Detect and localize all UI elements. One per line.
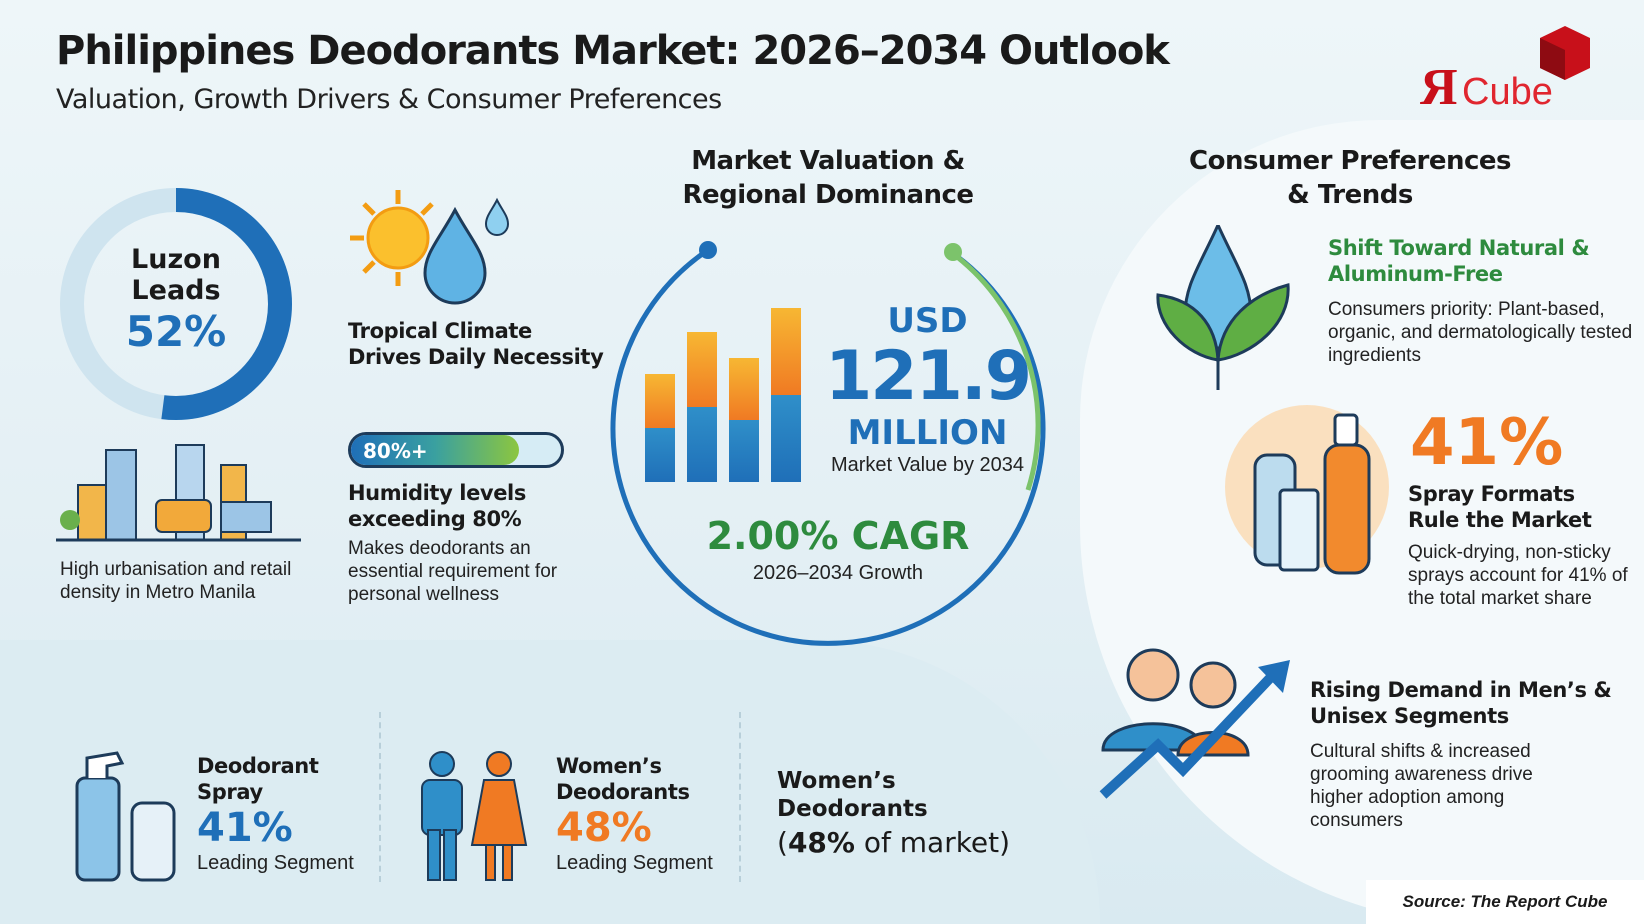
leaf-drop-icon xyxy=(1156,221,1296,390)
cagr-value: 2.00% CAGR xyxy=(706,514,970,558)
spray-bottle-icon xyxy=(72,748,182,882)
luzon-line1: Luzon xyxy=(131,244,221,275)
preferences-title-line1: Consumer Preferences xyxy=(1189,146,1511,176)
bar-chart-icon xyxy=(645,308,805,482)
preferences-title-line2: & Trends xyxy=(1287,180,1413,210)
spray-share-value: 41% xyxy=(1410,406,1564,480)
humidity-badge: 80%+ xyxy=(363,439,428,463)
source-box: Source: The Report Cube xyxy=(1366,880,1644,924)
valuation-value: 121.9 xyxy=(824,337,1032,416)
city-illustration-icon xyxy=(56,430,301,548)
page-title: Philippines Deodorants Market: 2026–2034… xyxy=(56,28,1170,74)
urbanisation-caption: High urbanisation and retail density in … xyxy=(60,559,292,603)
svg-text:Я: Я xyxy=(1420,59,1458,116)
men-desc: Cultural shifts & increased grooming awa… xyxy=(1310,741,1533,831)
valuation-unit: MILLION xyxy=(847,413,1008,453)
logo-cube-icon: Я Cube xyxy=(1420,26,1590,116)
climate-title: Tropical Climate Drives Daily Necessity xyxy=(348,319,604,369)
divider xyxy=(379,712,381,882)
people-growth-icon xyxy=(1098,645,1293,800)
svg-text:Cube: Cube xyxy=(1462,71,1553,113)
source-text: Source: The Report Cube xyxy=(1402,892,1608,911)
logo: Я Cube xyxy=(1420,26,1595,126)
segment-spray-value: 41% xyxy=(197,805,293,851)
sun-raindrop-icon xyxy=(350,188,515,306)
segment-women-value: 48% xyxy=(556,805,652,851)
preferences-title: Consumer Preferences & Trends xyxy=(1150,144,1550,212)
spray-products-icon xyxy=(1225,405,1400,575)
luzon-line2: Leads xyxy=(131,275,221,306)
natural-desc: Consumers priority: Plant-based, organic… xyxy=(1328,299,1633,366)
valuation-title-line1: Market Valuation & xyxy=(691,146,965,176)
luzon-value: 52% xyxy=(125,307,227,356)
men-title: Rising Demand in Men’s & Unisex Segments xyxy=(1310,678,1612,728)
humidity-title: Humidity levels exceeding 80% xyxy=(348,481,526,531)
humidity-bar: 80%+ xyxy=(348,432,564,468)
women-note-suffix: of market xyxy=(854,826,1000,859)
valuation-title-line2: Regional Dominance xyxy=(682,180,974,210)
women-note-title: Women’s Deodorants xyxy=(777,768,928,822)
luzon-donut: Luzon Leads 52% xyxy=(56,184,296,424)
man-woman-icon xyxy=(414,750,529,882)
valuation-circle xyxy=(608,230,1048,660)
segment-spray-caption: Leading Segment xyxy=(197,852,354,874)
valuation-currency: USD xyxy=(887,301,968,341)
women-note-share-value: 48% xyxy=(787,826,855,859)
spray-desc: Quick-drying, non-sticky sprays account … xyxy=(1408,542,1628,609)
segment-spray-title: Deodorant Spray xyxy=(197,754,319,804)
segment-women-title: Women’s Deodorants xyxy=(556,754,690,804)
valuation-title: Market Valuation & Regional Dominance xyxy=(628,144,1028,212)
divider xyxy=(739,712,741,882)
page-subtitle: Valuation, Growth Drivers & Consumer Pre… xyxy=(56,84,722,115)
natural-title: Shift Toward Natural & Aluminum-Free xyxy=(1328,236,1590,286)
bg-blob xyxy=(0,640,1100,924)
humidity-desc: Makes deodorants an essential requiremen… xyxy=(348,538,558,605)
valuation-caption: Market Value by 2034 xyxy=(830,454,1025,476)
women-note-share: (48% of market) xyxy=(777,826,1011,859)
cagr-caption: 2026–2034 Growth xyxy=(752,562,924,584)
segment-women-caption: Leading Segment xyxy=(556,852,713,874)
spray-title: Spray Formats Rule the Market xyxy=(1408,482,1592,532)
